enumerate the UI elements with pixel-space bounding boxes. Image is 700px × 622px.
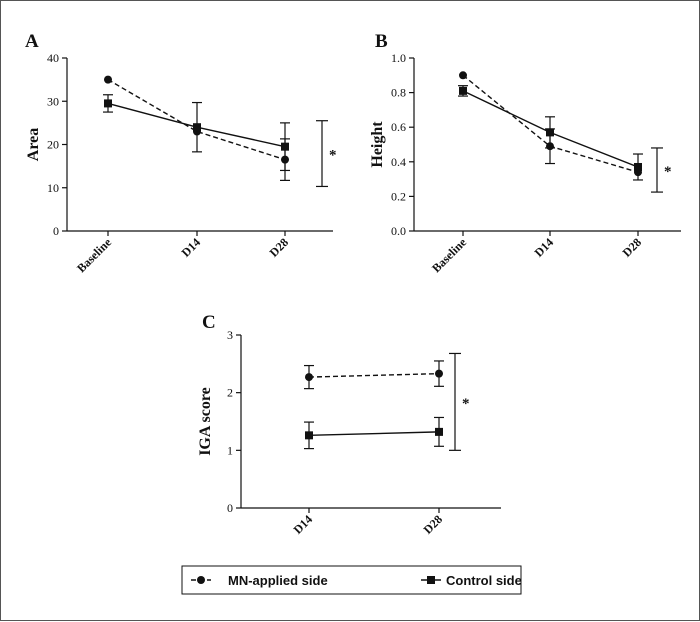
legend-marker-square [427, 576, 435, 584]
panel-label: C [202, 312, 216, 333]
legend-box [181, 565, 522, 595]
y-axis-title: IGA score [197, 387, 214, 456]
x-tick-label: D28 [620, 235, 645, 260]
y-axis-title: Height [369, 121, 386, 168]
series-mn-applied [304, 360, 444, 390]
y-tick-label: 0.0 [391, 224, 406, 238]
y-tick-label: 1.0 [391, 51, 406, 65]
data-point-circle [305, 373, 313, 382]
panel-label: B [375, 31, 388, 52]
y-tick-label: 40 [47, 51, 59, 65]
data-point-square [281, 142, 289, 151]
panel-c: C 0 1 2 3 D14 D28 IGA score * [197, 312, 501, 537]
panel-label: A [25, 31, 39, 52]
y-tick-label: 3 [227, 328, 233, 342]
y-tick-label: 0 [53, 224, 59, 238]
significance-star: * [462, 396, 470, 412]
data-point-square [193, 123, 201, 132]
y-tick-label: 0.2 [391, 189, 406, 203]
y-tick-label: 2 [227, 386, 233, 400]
x-tick-label: D14 [179, 235, 204, 260]
series-line [308, 431, 440, 437]
panel-b: B 0.0 0.2 0.4 0.6 0.8 1.0 Baseline D14 D28 Height * [369, 31, 681, 275]
y-tick-label: 30 [47, 94, 59, 108]
data-point-circle [459, 71, 467, 80]
legend-label: Control side [446, 573, 522, 588]
y-tick-label: 0 [227, 501, 233, 515]
series-control [304, 416, 444, 450]
data-point-circle [104, 75, 112, 84]
significance-star: * [664, 164, 672, 180]
y-axis-title: Area [25, 128, 42, 161]
y-tick-label: 1 [227, 443, 233, 457]
series-line [308, 372, 440, 378]
data-point-square [435, 427, 443, 436]
data-point-square [459, 86, 467, 95]
y-tick-label: 20 [47, 138, 59, 152]
x-tick-label: Baseline [429, 235, 470, 276]
legend: MN-applied side Control side [181, 565, 522, 595]
legend-item: MN-applied side [191, 573, 328, 588]
x-tick-label: D28 [421, 512, 446, 537]
data-point-square [104, 99, 112, 108]
y-tick-label: 0.4 [391, 155, 406, 169]
data-point-square [546, 128, 554, 137]
significance-star: * [329, 148, 337, 164]
x-tick-label: D14 [532, 235, 557, 260]
panel-a: A 0 10 20 30 40 Baseline D14 D28 Area * [25, 31, 337, 275]
series-control [458, 85, 643, 181]
legend-marker-circle [197, 576, 205, 584]
y-tick-label: 0.6 [391, 120, 406, 134]
significance-bracket: * [316, 120, 337, 188]
y-tick-label: 10 [47, 181, 59, 195]
data-point-square [305, 431, 313, 440]
y-tick-label: 0.8 [391, 86, 406, 100]
x-tick-label: D14 [291, 512, 316, 537]
legend-label: MN-applied side [228, 573, 328, 588]
significance-bracket: * [449, 352, 470, 451]
x-tick-label: Baseline [74, 235, 115, 276]
legend-item: Control side [421, 573, 522, 588]
series-control [103, 94, 290, 172]
x-tick-label: D28 [267, 235, 292, 260]
data-point-circle [435, 369, 443, 378]
series-line [107, 79, 286, 161]
data-point-square [634, 162, 642, 171]
significance-bracket: * [651, 147, 672, 193]
